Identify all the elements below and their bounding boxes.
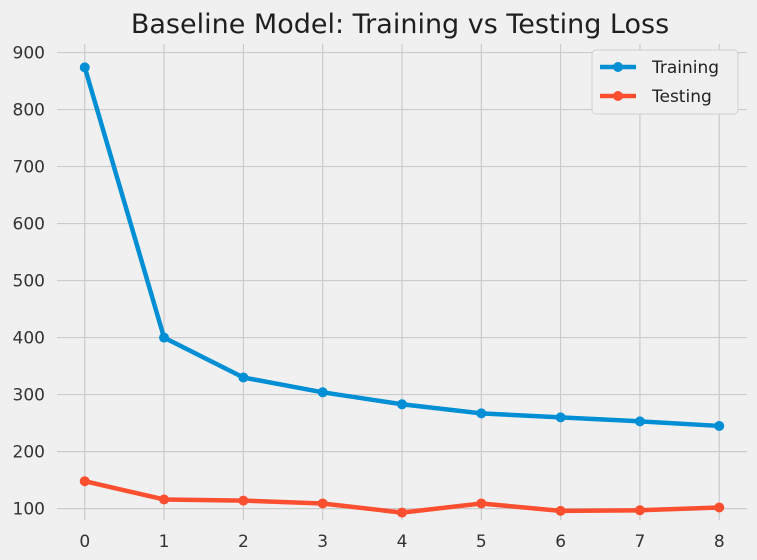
testing-legend-label: Testing xyxy=(651,87,712,107)
y-tick-label: 400 xyxy=(13,329,45,349)
x-tick-label: 4 xyxy=(397,532,408,552)
training-data-point xyxy=(317,387,328,398)
training-data-point xyxy=(159,332,170,343)
x-tick-label: 5 xyxy=(476,532,487,552)
testing-data-point xyxy=(317,498,328,509)
chart-title: Baseline Model: Training vs Testing Loss xyxy=(131,9,669,40)
y-tick-label: 600 xyxy=(13,215,45,235)
testing-legend-swatch-marker xyxy=(613,91,623,101)
y-tick-label: 700 xyxy=(13,158,45,178)
training-legend-label: Training xyxy=(651,58,719,78)
x-tick-label: 3 xyxy=(317,532,328,552)
axis-ticks: 100 200 300 400 500 600 700 800 900 0 1 2 3 4 5 6 7 8 xyxy=(13,44,725,552)
y-tick-label: 100 xyxy=(13,500,45,520)
x-tick-label: 6 xyxy=(555,532,566,552)
testing-data-point xyxy=(159,494,170,505)
training-data-point xyxy=(634,416,645,427)
training-data-point xyxy=(714,420,725,431)
legend: Training Testing xyxy=(591,49,739,115)
y-tick-label: 900 xyxy=(13,44,45,64)
series-lines xyxy=(79,62,725,518)
x-tick-label: 2 xyxy=(238,532,249,552)
grid-lines xyxy=(57,44,747,520)
testing-data-point xyxy=(634,505,645,516)
y-tick-label: 800 xyxy=(13,101,45,121)
training-data-point xyxy=(79,62,90,73)
training-data-point xyxy=(476,408,487,419)
y-tick-label: 500 xyxy=(13,272,45,292)
testing-data-point xyxy=(238,495,249,506)
testing-data-point xyxy=(714,502,725,513)
testing-data-point xyxy=(79,476,90,487)
testing-data-point xyxy=(555,505,566,516)
training-data-point xyxy=(397,399,407,410)
x-tick-label: 0 xyxy=(79,532,90,552)
testing-data-point xyxy=(397,507,407,518)
y-tick-label: 300 xyxy=(13,386,45,406)
training-data-point xyxy=(555,412,566,423)
training-data-point xyxy=(238,372,249,383)
training-legend-swatch-marker xyxy=(613,62,623,72)
testing-data-point xyxy=(476,498,487,509)
x-tick-label: 1 xyxy=(159,532,170,552)
x-tick-label: 8 xyxy=(714,532,725,552)
y-tick-label: 200 xyxy=(13,443,45,463)
x-tick-label: 7 xyxy=(635,532,646,552)
